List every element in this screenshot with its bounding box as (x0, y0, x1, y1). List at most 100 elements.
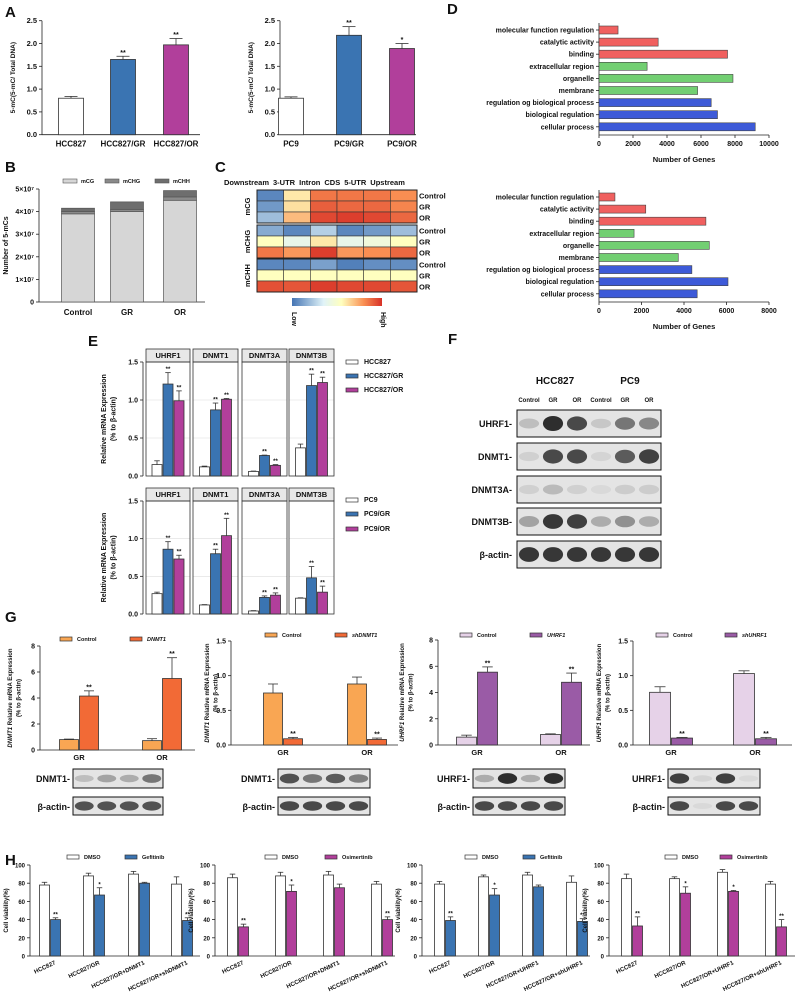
heatmap-cell (256, 235, 284, 248)
bar (598, 277, 729, 287)
bar (151, 464, 163, 477)
bar (259, 597, 270, 615)
y-axis-label-text: Relative mRNA Expression (101, 374, 108, 464)
panel-letter: G (5, 609, 17, 626)
bar (142, 740, 162, 751)
y-axis-label: 5-mC(5-mC/ Total DNA) (248, 42, 255, 113)
significance-marker: ** (635, 911, 640, 917)
heatmap-cell (310, 235, 338, 248)
blot-band (738, 801, 759, 811)
row-label: OR (419, 249, 431, 258)
legend-label: DMSO (482, 855, 499, 861)
blot-row-label: β-actin- (243, 802, 276, 812)
y-tick-label: 4 (429, 690, 433, 697)
y-axis-label-gene: DNMT1 (205, 721, 211, 742)
significance-marker: ** (262, 590, 267, 596)
legend-label: UHRF1 (547, 633, 565, 639)
legend-swatch (719, 854, 733, 860)
legend-swatch (264, 854, 278, 860)
stacked-bar-segment (163, 190, 197, 198)
significance-marker: ** (569, 667, 575, 674)
category-label: extracellular region (529, 231, 594, 238)
lane-label: Control (518, 398, 540, 404)
y-axis-label: Relative mRNA Expression (101, 513, 108, 603)
legend-label: HCC827/GR (364, 373, 403, 380)
column-label: CDS (324, 178, 340, 187)
chart-A1: 0.0 0.5 1.0 1.5 2.0 2.5 5-mC(5-mC/ Total DNA) *… (10, 16, 200, 149)
blot-strip (72, 768, 164, 789)
blot-band (474, 774, 495, 783)
category-label: HCC827/GR (463, 960, 497, 980)
significance-marker: ** (320, 372, 325, 378)
heatmap-cell (336, 269, 364, 282)
x-tick-label: 2000 (634, 308, 650, 315)
legend-swatch (62, 178, 78, 184)
bar (598, 289, 698, 299)
heatmap-cell (390, 189, 418, 202)
blot-band (566, 449, 588, 464)
category-label: PC9/OR (387, 140, 417, 149)
bar (283, 738, 303, 746)
y-axis-label-unit: (% to β-actin) (17, 679, 23, 717)
y-tick-label: 0.0 (618, 743, 628, 750)
bar (598, 86, 698, 95)
category-label: membrane (559, 255, 595, 262)
heatmap-cell (363, 235, 391, 248)
x-tick-label: 6000 (693, 141, 709, 148)
significance-marker: * (684, 881, 687, 887)
chart-D2: 0 2000 4000 6000 8000 Number of Genes molecula… (486, 190, 777, 331)
bar (598, 61, 648, 71)
bar (286, 890, 297, 957)
x-axis-label: Number of Genes (653, 322, 716, 331)
chart-A2: 0.0 0.5 1.0 1.5 2.0 2.5 5-mC(5-mC/ Total DNA) *… (248, 16, 417, 149)
bar (182, 920, 193, 957)
category-label: HCC827 (615, 960, 639, 975)
heatmap-cell (283, 189, 311, 202)
western-blot-G2: DNMT1- β-actin- (241, 768, 371, 816)
chart-G4: 0.0 0.5 1.0 1.5 UHRF1 Relative mRNA Expressi… (597, 632, 792, 757)
bar (151, 593, 163, 615)
heatmap-cell (363, 258, 391, 271)
category-label: OR (555, 748, 567, 757)
y-tick-label: 2.0 (265, 39, 275, 48)
legend-swatch (529, 632, 543, 638)
bar (598, 110, 718, 119)
y-tick-label: 1.0 (618, 673, 628, 680)
bar (598, 192, 616, 202)
blot-band (279, 801, 300, 811)
bar (566, 881, 577, 957)
category-label: catalytic activity (540, 40, 594, 47)
bar (367, 739, 387, 746)
category-label: GR (665, 748, 677, 757)
y-axis-label-unit: (% to β-actin) (409, 674, 415, 712)
y-axis-label-gene: UHRF1 (597, 722, 603, 743)
bar (680, 892, 691, 957)
western-blot-G1: DNMT1- β-actin- (36, 768, 164, 816)
significance-marker: ** (309, 369, 314, 375)
heatmap-cell (256, 246, 284, 259)
bar (598, 241, 710, 250)
heatmap-cell (390, 258, 418, 271)
heatmap-cell (390, 200, 418, 213)
bar (110, 59, 136, 136)
bar (306, 385, 317, 477)
row-label: Control (419, 192, 446, 201)
y-tick-label: 6 (31, 670, 35, 677)
bar (83, 875, 94, 957)
blot-band (590, 516, 612, 527)
blot-row-label: β-actin- (38, 802, 71, 812)
heatmap-cell (283, 211, 311, 224)
legend-label: DMSO (682, 855, 699, 861)
legend-label: Osimertinib (737, 855, 768, 861)
y-tick-label: 100 (407, 864, 418, 870)
y-tick-label: 40 (18, 918, 25, 924)
x-tick-label: 8000 (727, 141, 743, 148)
bar (270, 464, 281, 477)
bar (598, 253, 679, 262)
legend-swatch (129, 636, 143, 642)
category-label: regulation og biological process (486, 267, 594, 274)
blot-band (715, 773, 736, 784)
group-label: mCG (243, 197, 252, 215)
bar (139, 882, 150, 957)
